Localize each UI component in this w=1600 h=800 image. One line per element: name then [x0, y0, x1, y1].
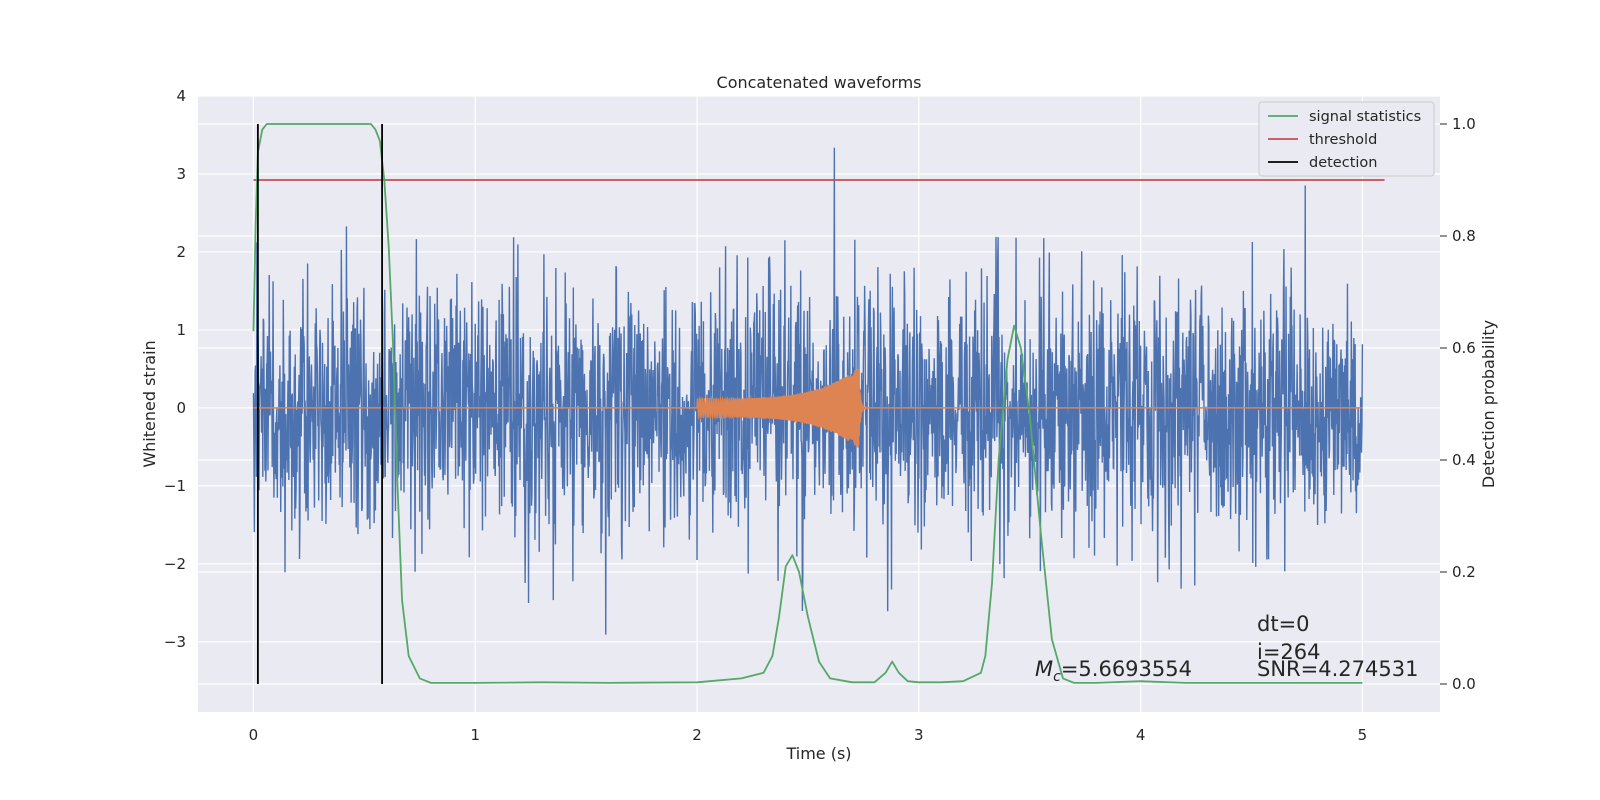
series-signal-statistics: [252, 123, 1363, 684]
y-tick-label: −3: [164, 633, 186, 651]
x-tick-label: 3: [914, 726, 924, 744]
legend-box: [1258, 101, 1435, 177]
x-tick-label: 4: [1136, 726, 1146, 744]
annotation-index: i=264: [1257, 640, 1321, 664]
y-tick-label: 4: [176, 87, 186, 105]
x-axis-label: Time (s): [785, 744, 851, 763]
legend: signal statistics threshold detection: [1258, 101, 1435, 177]
y-axis-right-label: Detection probability: [1479, 320, 1498, 488]
x-tick-label: 2: [692, 726, 702, 744]
x-tick-label: 5: [1358, 726, 1368, 744]
annotation-mc-value: =5.6693554: [1061, 657, 1192, 681]
y-tick-label: 3: [176, 165, 186, 183]
annotation-chirp-mass: Mc=5.6693554: [1035, 657, 1192, 685]
legend-label-detection: detection: [1309, 155, 1377, 171]
x-tick-label: 0: [249, 726, 259, 744]
y-right-tick-label: 0.6: [1452, 339, 1476, 357]
plot-area: [252, 123, 1385, 684]
axis-ticks: 0 1 2 3 4 5 −3 −2 −1 0 1 2 3 4 0.0 0.2 0.4 0.6 0.8 1.0: [164, 87, 1476, 744]
annotation-mc-symbol: M: [1035, 657, 1053, 681]
chart-title: Concatenated waveforms: [717, 73, 922, 92]
annotation-dt: dt=0: [1257, 612, 1310, 636]
legend-label-threshold: threshold: [1309, 132, 1377, 148]
series-template-waveform: [253, 368, 1363, 448]
y-tick-label: 0: [176, 399, 186, 417]
y-tick-label: 2: [176, 243, 186, 261]
y-right-tick-label: 0.0: [1452, 675, 1476, 693]
x-tick-label: 1: [470, 726, 480, 744]
annotation-mc-subscript: c: [1053, 669, 1061, 685]
y-right-tick-label: 1.0: [1452, 115, 1476, 133]
y-tick-label: 1: [176, 321, 186, 339]
legend-label-signal-statistics: signal statistics: [1309, 109, 1421, 125]
y-axis-label: Whitened strain: [140, 340, 159, 467]
annotation-snr: SNR=4.274531: [1257, 657, 1418, 681]
y-right-tick-label: 0.4: [1452, 451, 1476, 469]
y-right-tick-label: 0.2: [1452, 563, 1476, 581]
y-tick-label: −2: [164, 555, 186, 573]
y-tick-label: −1: [164, 477, 186, 495]
y-right-tick-label: 0.8: [1452, 227, 1476, 245]
